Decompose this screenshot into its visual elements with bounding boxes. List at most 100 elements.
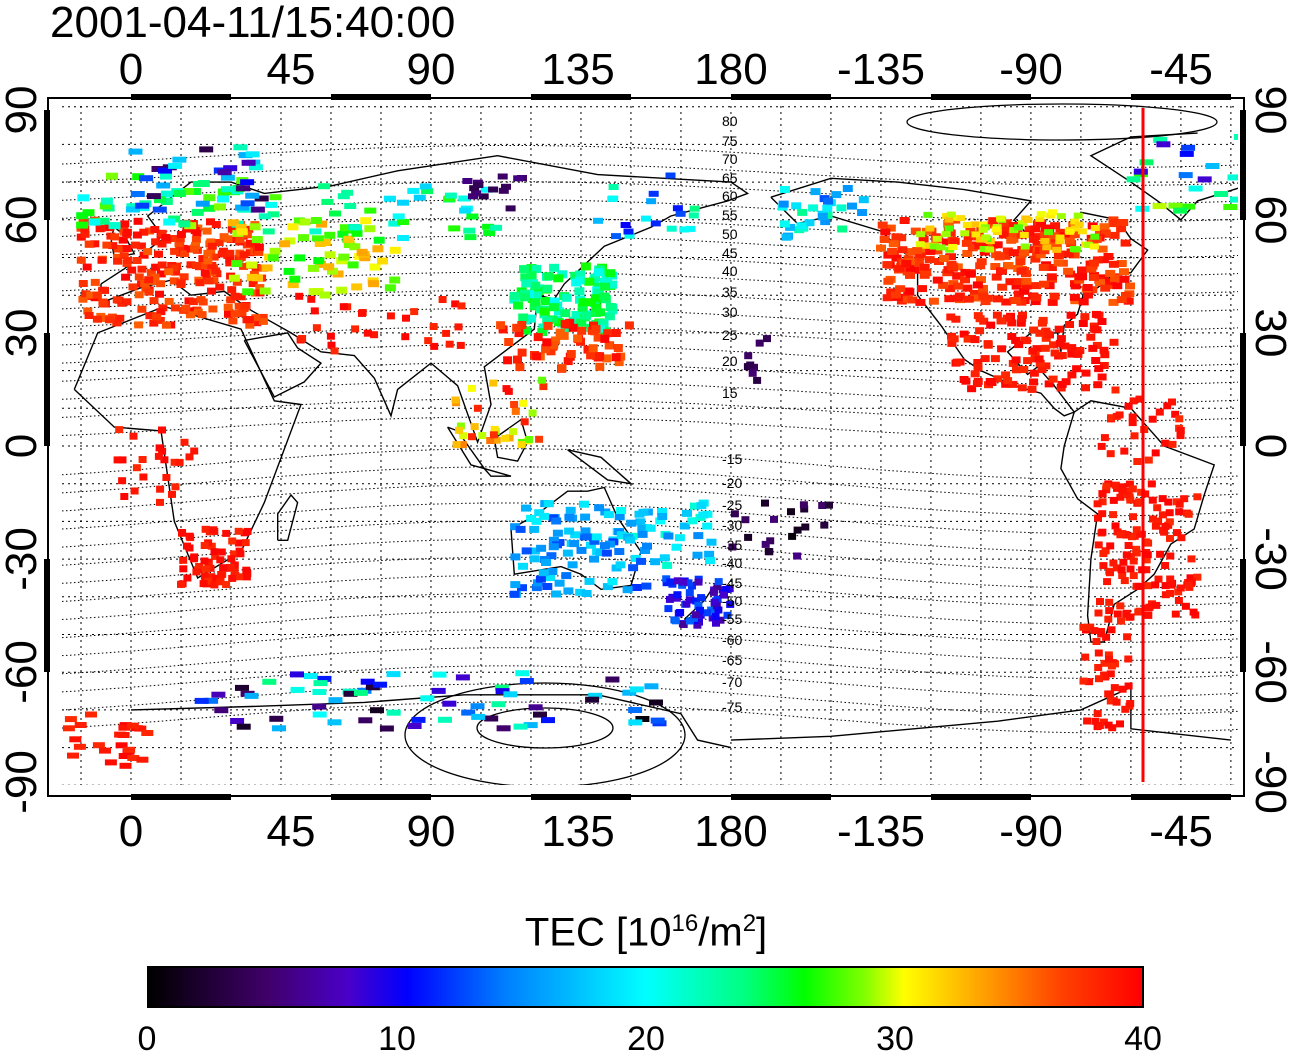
tec-point bbox=[195, 200, 210, 207]
tec-point bbox=[709, 588, 718, 596]
tec-point bbox=[272, 725, 286, 732]
tec-point bbox=[1109, 338, 1119, 346]
tec-point bbox=[504, 338, 514, 346]
tec-point bbox=[921, 269, 932, 277]
tec-point bbox=[1086, 265, 1097, 273]
tec-point bbox=[1001, 380, 1011, 388]
magnetic-contour bbox=[62, 647, 1238, 680]
tec-point bbox=[473, 404, 482, 412]
tec-point bbox=[1171, 610, 1180, 618]
tec-point bbox=[160, 190, 173, 198]
tec-point bbox=[113, 456, 122, 464]
tec-point bbox=[1119, 558, 1128, 566]
tec-point bbox=[1100, 659, 1109, 667]
tec-point bbox=[1184, 510, 1193, 518]
tec-point bbox=[151, 238, 161, 246]
tec-point bbox=[604, 312, 615, 321]
tec-point bbox=[890, 291, 901, 299]
tec-point bbox=[1070, 282, 1081, 290]
tec-point bbox=[513, 355, 522, 364]
tec-point bbox=[787, 508, 795, 516]
tec-point bbox=[1088, 259, 1099, 267]
tec-point bbox=[1088, 273, 1099, 281]
tec-point bbox=[705, 557, 716, 565]
tec-point bbox=[529, 547, 540, 555]
tec-point bbox=[1082, 284, 1093, 291]
tec-point bbox=[1120, 292, 1131, 299]
tec-point bbox=[244, 225, 254, 233]
tec-point bbox=[1184, 581, 1193, 589]
tec-point bbox=[1091, 310, 1101, 318]
tec-point bbox=[962, 250, 973, 257]
tec-point bbox=[290, 686, 305, 693]
tec-point bbox=[328, 697, 343, 704]
tec-point bbox=[640, 547, 651, 554]
tec-point bbox=[1052, 246, 1062, 253]
tec-point bbox=[466, 213, 479, 220]
tec-point bbox=[635, 518, 646, 526]
tec-point bbox=[579, 500, 589, 508]
tec-point bbox=[1013, 290, 1024, 298]
tec-point bbox=[823, 197, 833, 205]
tec-point bbox=[1120, 239, 1131, 247]
tec-point bbox=[1116, 531, 1125, 539]
tec-point bbox=[1156, 550, 1165, 558]
frame-bar-bottom bbox=[731, 794, 831, 800]
tec-point bbox=[339, 303, 348, 311]
tec-point bbox=[711, 613, 720, 621]
tec-point bbox=[601, 274, 612, 283]
tec-point bbox=[240, 200, 255, 207]
frame-bar-right bbox=[1240, 559, 1246, 672]
tec-point bbox=[925, 247, 936, 255]
tec-point bbox=[1078, 298, 1089, 306]
coastline bbox=[567, 449, 634, 485]
tec-point bbox=[530, 298, 541, 307]
tec-point bbox=[985, 246, 994, 253]
tec-point bbox=[531, 264, 542, 273]
tec-point bbox=[607, 280, 618, 289]
tec-point bbox=[1086, 333, 1096, 341]
tec-point bbox=[511, 407, 520, 415]
tec-point bbox=[1095, 279, 1106, 287]
tec-point bbox=[1152, 601, 1161, 609]
tec-point bbox=[925, 225, 935, 232]
tec-point bbox=[452, 441, 461, 449]
tec-point bbox=[1111, 522, 1120, 530]
tec-point bbox=[689, 205, 700, 212]
tec-point bbox=[761, 499, 769, 507]
tec-point bbox=[431, 687, 446, 694]
tec-point bbox=[424, 337, 433, 345]
tec-point bbox=[1153, 518, 1162, 526]
tec-point bbox=[1120, 447, 1129, 455]
tec-point bbox=[510, 553, 521, 561]
contour-label: 75 bbox=[722, 133, 738, 149]
tec-point bbox=[991, 273, 1002, 281]
tec-point bbox=[490, 224, 503, 231]
tec-point bbox=[963, 335, 973, 343]
tec-point bbox=[235, 204, 250, 211]
tec-point bbox=[666, 578, 675, 586]
tec-point bbox=[178, 220, 191, 228]
tec-point bbox=[915, 298, 926, 306]
tec-point bbox=[679, 226, 690, 233]
tec-point bbox=[671, 543, 682, 551]
tec-point bbox=[622, 689, 637, 696]
tec-point bbox=[104, 759, 117, 766]
tec-point bbox=[397, 235, 409, 241]
tec-point bbox=[211, 691, 226, 698]
tec-point bbox=[198, 255, 208, 263]
tec-point bbox=[566, 350, 576, 358]
tec-point bbox=[171, 483, 180, 491]
lat-tick-left: 30 bbox=[0, 309, 46, 358]
tec-point bbox=[1151, 581, 1160, 589]
tec-point bbox=[113, 245, 123, 253]
tec-point bbox=[413, 194, 426, 201]
tec-point bbox=[245, 321, 255, 329]
tec-point bbox=[820, 521, 829, 529]
tec-point bbox=[710, 598, 719, 606]
tec-point bbox=[1013, 278, 1024, 286]
tec-point bbox=[588, 344, 598, 353]
tec-point bbox=[195, 563, 204, 570]
tec-point bbox=[1128, 413, 1137, 421]
tec-point bbox=[599, 292, 610, 301]
